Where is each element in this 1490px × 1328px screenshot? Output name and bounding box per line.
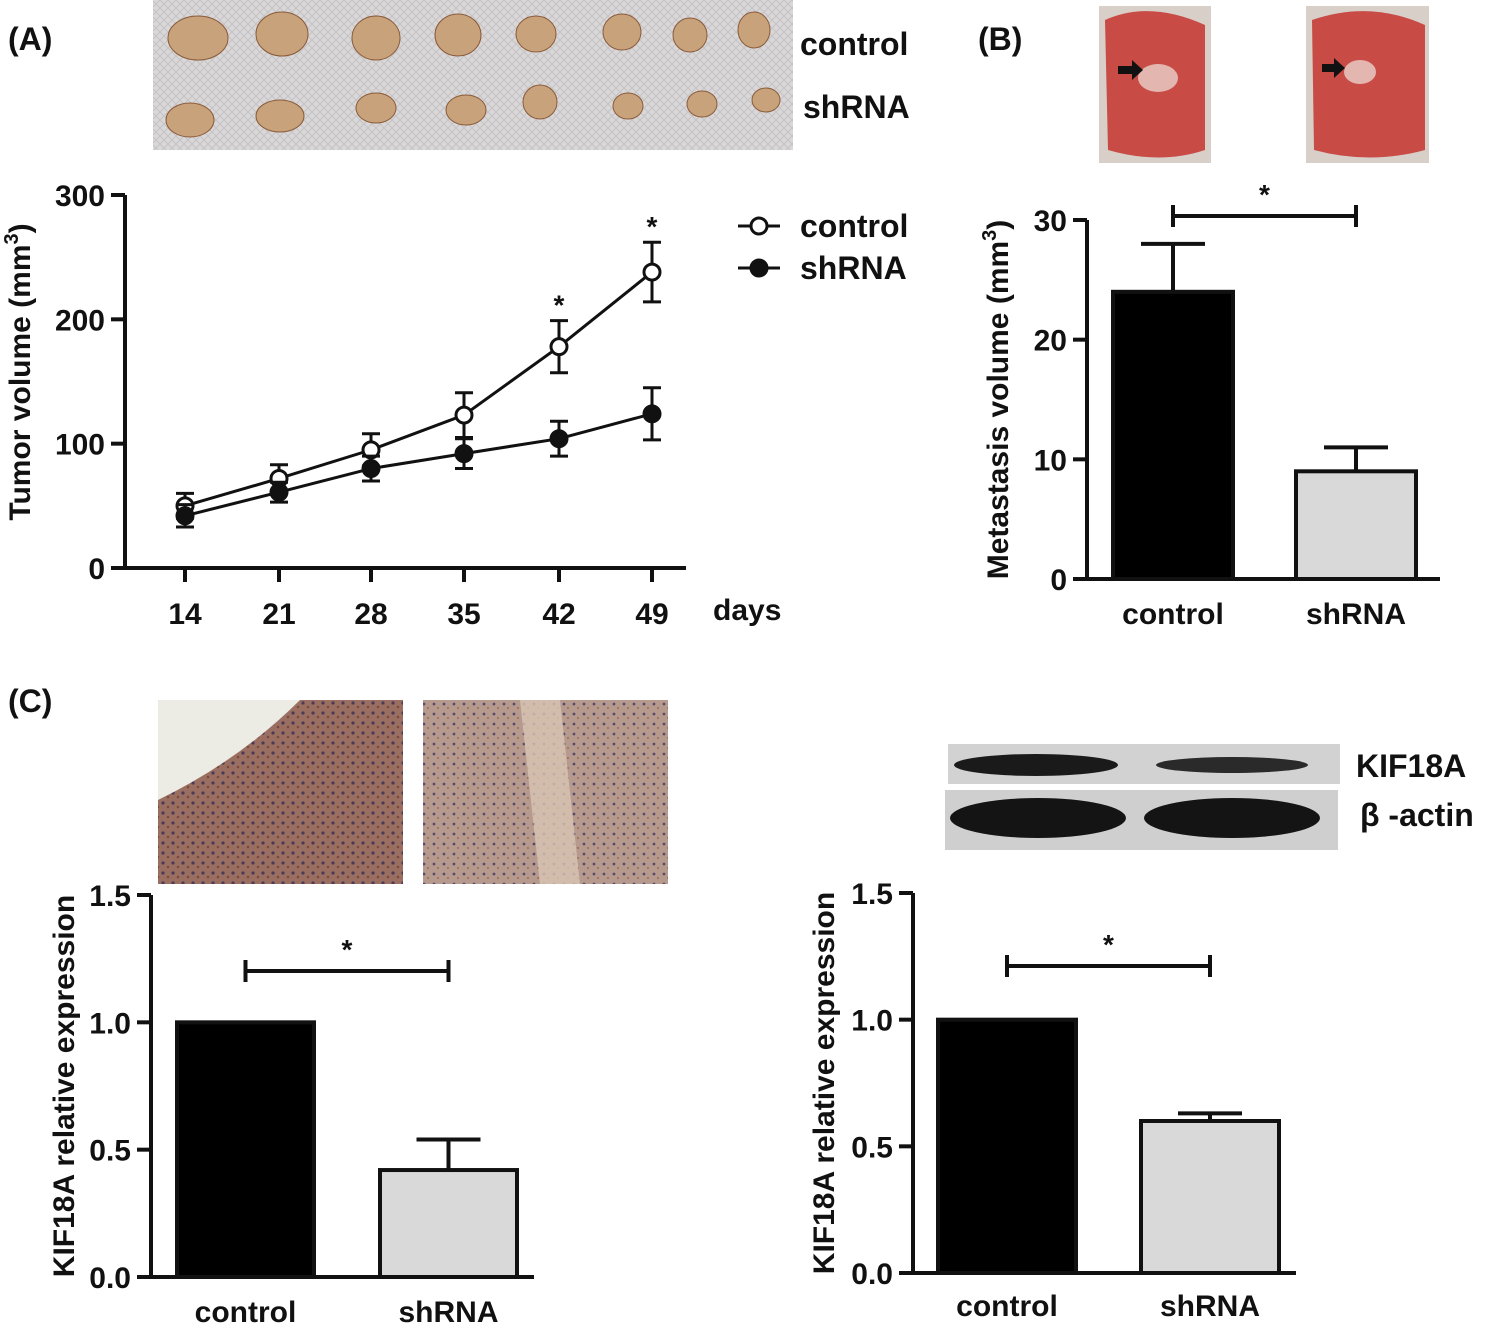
panel-label-a: (A) bbox=[8, 21, 52, 57]
bar-shRNA bbox=[378, 1168, 519, 1280]
y-tick-label: 0.0 bbox=[89, 1262, 131, 1295]
data-point-control bbox=[549, 337, 569, 357]
x-tick-label: 28 bbox=[354, 598, 387, 631]
panel-label-b: (B) bbox=[978, 21, 1022, 57]
y-tick-label: 1.5 bbox=[89, 880, 131, 913]
y-tick-label: 300 bbox=[55, 180, 105, 213]
photo-label-shrna: shRNA bbox=[803, 89, 910, 125]
legend-marker bbox=[749, 258, 769, 278]
y-tick-label: 1.0 bbox=[89, 1007, 131, 1040]
x-category-label: shRNA bbox=[398, 1296, 498, 1328]
y-tick-label: 200 bbox=[55, 304, 105, 337]
y-tick-label: 30 bbox=[1034, 205, 1067, 238]
data-point-control bbox=[642, 262, 662, 282]
x-tick-label: 42 bbox=[542, 598, 575, 631]
data-point-control bbox=[454, 405, 474, 425]
bar-shRNA bbox=[1139, 1119, 1281, 1275]
y-tick-label: 100 bbox=[55, 429, 105, 462]
data-point-shRNA bbox=[175, 506, 195, 526]
significance-star: * bbox=[342, 934, 353, 965]
significance-star: * bbox=[647, 211, 658, 242]
panel-label-c: (C) bbox=[8, 683, 52, 719]
blot-label-kif18a: KIF18A bbox=[1356, 748, 1466, 784]
series-line-shRNA bbox=[184, 412, 653, 518]
blot-label-actin: β -actin bbox=[1360, 797, 1474, 833]
x-tick-label: 49 bbox=[635, 598, 668, 631]
tumor-photo bbox=[153, 0, 793, 150]
y-tick-label: 20 bbox=[1034, 325, 1067, 358]
ihc-expression-bar-chart: 0.0 0.5 1.0 1.5 control shRNA * KIF18A relative… bbox=[48, 880, 534, 1328]
bar-control bbox=[936, 1017, 1078, 1276]
metastasis-photo bbox=[1099, 6, 1429, 163]
y-tick-label: 1.0 bbox=[851, 1005, 893, 1038]
y-tick-label: 0.0 bbox=[851, 1258, 893, 1291]
bar-control bbox=[1111, 289, 1235, 581]
photo-label-control: control bbox=[800, 26, 908, 62]
legend-label: shRNA bbox=[800, 250, 907, 286]
ihc-images bbox=[158, 700, 668, 884]
x-tick-label: 21 bbox=[262, 598, 295, 631]
y-axis-label: KIF18A relative expression bbox=[808, 892, 841, 1274]
y-tick-label: 0 bbox=[1050, 564, 1067, 597]
x-category-label: control bbox=[956, 1290, 1058, 1323]
y-axis-label: Tumor volume (mm3) bbox=[1, 223, 37, 520]
y-axis-label: KIF18A relative expression bbox=[48, 895, 81, 1277]
x-category-label: shRNA bbox=[1306, 598, 1406, 631]
data-point-shRNA bbox=[549, 429, 569, 449]
western-blot bbox=[945, 744, 1340, 850]
significance-star: * bbox=[554, 290, 565, 321]
x-category-label: shRNA bbox=[1160, 1290, 1260, 1323]
x-tick-label: 14 bbox=[168, 598, 202, 631]
legend-marker bbox=[749, 216, 769, 236]
y-axis-label: Metastasis volume (mm3) bbox=[979, 220, 1015, 580]
y-tick-label: 10 bbox=[1034, 444, 1067, 477]
y-tick-label: 0.5 bbox=[89, 1135, 131, 1168]
metastasis-bar-chart: 0 10 20 30 control shRNA * Metastasis volume (m… bbox=[979, 179, 1440, 631]
data-point-shRNA bbox=[361, 459, 381, 479]
significance-star: * bbox=[1103, 929, 1114, 960]
x-category-label: control bbox=[195, 1296, 297, 1328]
data-point-shRNA bbox=[269, 482, 289, 502]
significance-star: * bbox=[1259, 179, 1270, 210]
series-line-control bbox=[184, 270, 653, 508]
tumor-volume-line-chart: 0 100 200 300 14 21 28 35 42 49 days Tumor volume (… bbox=[1, 180, 908, 631]
data-point-shRNA bbox=[454, 444, 474, 464]
y-tick-label: 0 bbox=[88, 553, 105, 586]
blot-expression-bar-chart: 0.0 0.5 1.0 1.5 control shRNA * KIF18A relative… bbox=[808, 878, 1296, 1323]
x-tick-label: 35 bbox=[447, 598, 480, 631]
x-axis-label: days bbox=[713, 594, 781, 627]
bar-shRNA bbox=[1294, 469, 1418, 581]
x-category-label: control bbox=[1122, 598, 1224, 631]
y-tick-label: 0.5 bbox=[851, 1131, 893, 1164]
data-point-shRNA bbox=[642, 404, 662, 424]
bar-control bbox=[175, 1020, 316, 1279]
y-tick-label: 1.5 bbox=[851, 878, 893, 911]
legend-label: control bbox=[800, 208, 908, 244]
